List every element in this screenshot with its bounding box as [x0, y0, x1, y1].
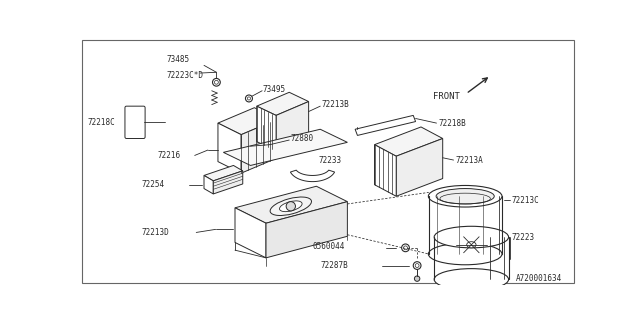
Text: 72218B: 72218B: [438, 119, 466, 128]
Ellipse shape: [270, 197, 312, 215]
Circle shape: [402, 244, 410, 252]
Text: FRONT: FRONT: [433, 92, 460, 101]
Text: 72223C*D: 72223C*D: [167, 71, 204, 80]
Circle shape: [214, 80, 218, 84]
Polygon shape: [396, 139, 443, 196]
Polygon shape: [213, 171, 243, 194]
Circle shape: [413, 262, 421, 269]
Text: 72213A: 72213A: [455, 156, 483, 164]
Circle shape: [415, 264, 419, 268]
Text: A720001634: A720001634: [516, 274, 562, 283]
Circle shape: [404, 246, 408, 250]
Text: 72223: 72223: [511, 233, 535, 242]
Text: 72216: 72216: [157, 151, 180, 160]
Polygon shape: [241, 119, 278, 173]
Ellipse shape: [280, 201, 302, 212]
Polygon shape: [374, 127, 443, 156]
Polygon shape: [204, 175, 213, 194]
Polygon shape: [223, 129, 348, 165]
Text: 72213C: 72213C: [511, 196, 540, 204]
Ellipse shape: [428, 186, 502, 207]
Circle shape: [415, 276, 420, 281]
Polygon shape: [276, 101, 308, 151]
Ellipse shape: [434, 226, 509, 248]
Text: 73495: 73495: [263, 85, 286, 94]
Polygon shape: [291, 170, 335, 182]
FancyBboxPatch shape: [125, 106, 145, 139]
Polygon shape: [235, 186, 348, 223]
Text: 72880: 72880: [291, 134, 314, 143]
Text: 72213D: 72213D: [142, 228, 170, 237]
Text: 0560044: 0560044: [312, 242, 345, 251]
Polygon shape: [355, 116, 415, 135]
Ellipse shape: [436, 188, 494, 204]
Polygon shape: [218, 123, 241, 173]
Polygon shape: [266, 202, 348, 258]
Text: 72287B: 72287B: [320, 261, 348, 270]
Circle shape: [248, 97, 250, 100]
Polygon shape: [257, 106, 276, 151]
Text: 72218C: 72218C: [88, 118, 115, 127]
Circle shape: [246, 95, 252, 102]
Ellipse shape: [467, 242, 476, 248]
Text: 72213B: 72213B: [322, 100, 349, 109]
Polygon shape: [235, 208, 266, 258]
Circle shape: [212, 78, 220, 86]
Polygon shape: [204, 165, 243, 181]
Circle shape: [286, 202, 296, 211]
Polygon shape: [257, 92, 308, 116]
Ellipse shape: [428, 243, 502, 265]
Polygon shape: [218, 108, 278, 135]
Polygon shape: [374, 145, 396, 196]
Text: 73485: 73485: [167, 55, 190, 64]
Text: 72254: 72254: [142, 180, 165, 189]
Ellipse shape: [434, 268, 509, 290]
Text: 72233: 72233: [319, 156, 342, 164]
